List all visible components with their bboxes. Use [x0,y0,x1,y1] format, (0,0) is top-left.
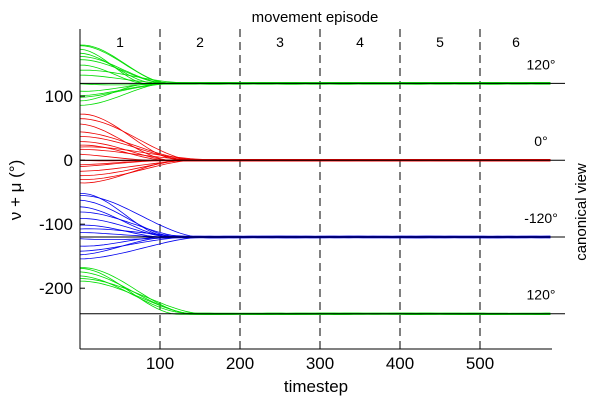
x-tick-label-200: 200 [226,354,254,373]
axes: 100 200 300 400 500 100 0 -100 -200 [39,29,552,373]
x-tick-label-400: 400 [386,354,414,373]
series-2-line-3 [79,123,551,162]
y-tick-label-0: 0 [64,151,73,170]
y-tick-label--200: -200 [39,279,73,298]
y-tick-label-100: 100 [45,87,73,106]
series-1-line-1 [79,44,551,85]
labels: 120° 0° -120° 120° 1 2 3 4 5 6 movement episode tim… [6,9,590,396]
series-label-2: 0° [534,133,547,149]
episode-boundaries [159,29,481,349]
episode-label-6: 6 [512,34,520,50]
series-1-line-15 [79,82,551,106]
series-label-3: -120° [524,210,558,226]
episode-label-1: 1 [116,34,124,50]
y-axis-title: ν + μ (°) [6,160,25,221]
right-axis-title: canonical view [573,163,590,261]
x-tick-label-300: 300 [306,354,334,373]
x-tick-label-100: 100 [146,354,174,373]
episode-label-2: 2 [196,34,204,50]
series-label-1: 120° [527,56,556,72]
x-tick-label-500: 500 [466,354,494,373]
episode-label-3: 3 [276,34,284,50]
episode-label-5: 5 [436,34,444,50]
series-4-line-6 [79,280,551,316]
y-tick-label--100: -100 [39,215,73,234]
series-label-4: 120° [527,287,556,303]
episode-label-4: 4 [356,34,364,50]
chart-title: movement episode [252,9,379,26]
series-2-line-17 [79,158,551,184]
x-axis-title: timestep [284,377,348,396]
reference-lines [80,82,565,315]
